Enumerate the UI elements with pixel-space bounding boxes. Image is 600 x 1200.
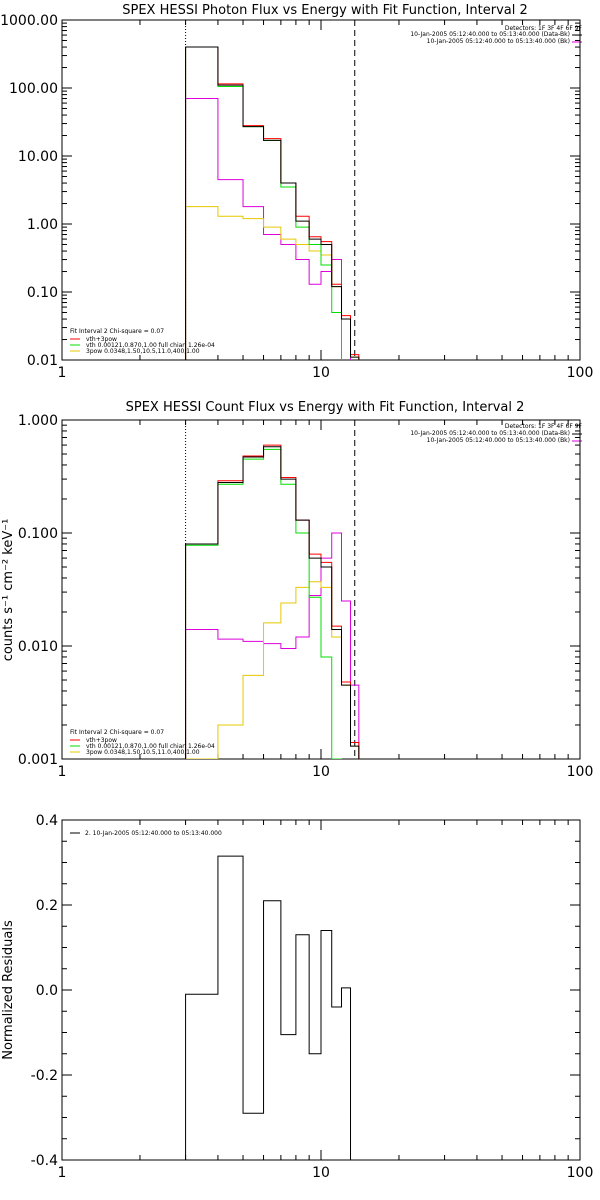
panel1-xtick-label: 1	[58, 365, 67, 381]
panel3-xtick-label: 100	[567, 1165, 594, 1181]
panel3-ytick-label: 0.0	[36, 983, 58, 999]
panel1-frame	[61, 19, 581, 361]
panel2-fit-pow: 3pow 0.0348,1.50,10.5,11.0,400,1.00	[86, 749, 200, 756]
panel2-data-area	[185, 420, 360, 759]
panel2-xtick-label: 100	[567, 764, 594, 780]
panel1-ytick-label: 1.00	[27, 217, 58, 233]
panel2-ytick-label: 0.010	[18, 639, 58, 655]
panel3-ytick-label: 0.4	[36, 813, 58, 829]
panel3-data-area	[185, 855, 352, 1160]
panel3-ytick-label: -0.2	[31, 1068, 58, 1084]
panel2-fit-chisq: Fit Interval 2 Chi-square = 0.07	[70, 729, 164, 736]
panel3-ytick-label: 0.2	[36, 898, 58, 914]
panel1-ytick-label: 0.10	[27, 285, 58, 301]
panel1-fit-vth: vth 0.00121,0.870,1.00 full chian 1.26e-…	[86, 342, 215, 349]
panel1-data-area	[185, 20, 360, 360]
panel1-fit-total: vth+3pow	[86, 336, 117, 343]
panel1-legend-data: 10-Jan-2005 05:12:40.000 to 05:13:40.000…	[410, 31, 570, 38]
panel3-legend: 2. 10-Jan-2005 05:12:40.000 to 05:13:40.…	[85, 830, 222, 837]
panel2-series-total	[185, 444, 360, 759]
panel1-legend-detectors: Detectors: 1F 3F 4F 6F 9F	[505, 25, 583, 32]
panel2-series-bk	[185, 532, 360, 759]
residuals-panel: Normalized Residuals 2. 10-Jan-2005 05:1…	[1, 830, 222, 1060]
panel1-plot: 1 10 100 0.01 0.10 1.00 10.00 100.00 1000.00	[0, 13, 594, 381]
panel3-xtick-label: 10	[312, 1165, 330, 1181]
panel1-xtick-label: 100	[567, 365, 594, 381]
panel2-legend-detectors: Detectors: 1F 3F 4F 6F 9F	[505, 423, 583, 430]
panel3-xtick-label: 1	[58, 1165, 67, 1181]
panel1-ytick-label: 100.00	[9, 81, 58, 97]
panel2-fit-info: Fit Interval 2 Chi-square = 0.07 vth+3po…	[70, 729, 215, 756]
panel1-series-3pow	[185, 206, 360, 360]
panel1-legend: Detectors: 1F 3F 4F 6F 9F 10-Jan-2005 05…	[410, 25, 582, 45]
panel2-ylabel: counts s⁻¹ cm⁻² keV⁻¹	[1, 519, 16, 662]
panel3-ytick-label: -0.4	[31, 1153, 58, 1169]
panel3-plot: 1 10 100 -0.4 -0.2 0.0 0.2 0.4	[31, 813, 594, 1181]
panel2-xtick-label: 1	[58, 764, 67, 780]
panel1-ytick-label: 10.00	[18, 149, 58, 165]
panel1-fit-pow: 3pow 0.0348,1.50,10.5,11.0,400,1.00	[86, 348, 200, 355]
panel1-series-total	[185, 46, 360, 360]
panel1-legend-bk: 10-Jan-2005 05:12:40.000 to 05:13:40.000…	[427, 38, 570, 45]
panel2-fit-total: vth+3pow	[86, 737, 117, 744]
count-flux-panel: SPEX HESSI Count Flux vs Energy with Fit…	[1, 400, 583, 756]
panel3-residual-series	[185, 855, 352, 1160]
panel2-fit-vth: vth 0.00121,0.870,1.00 full chian 1.26e-…	[86, 743, 215, 750]
panel2-series-vth	[185, 448, 343, 759]
panel2-series-3pow	[185, 581, 360, 759]
panel2-legend: Detectors: 1F 3F 4F 6F 9F 10-Jan-2005 05…	[410, 423, 582, 444]
panel2-ytick-label: 1.000	[18, 413, 58, 429]
panel1-series-data	[185, 46, 360, 360]
panel1-series-bk	[185, 98, 352, 360]
panel1-ytick-label: 0.01	[27, 353, 58, 369]
panel1-xtick-label: 10	[312, 365, 330, 381]
panel2-plot: 1 10 100 0.001 0.010 0.100 1.000	[18, 413, 594, 780]
panel2-ytick-label: 0.100	[18, 526, 58, 542]
panel1-series-vth	[185, 46, 343, 360]
panel2-xtick-label: 10	[312, 764, 330, 780]
panel2-legend-bk: 10-Jan-2005 05:12:40.000 to 05:13:40.000…	[427, 437, 570, 444]
photon-flux-panel: SPEX HESSI Photon Flux vs Energy with Fi…	[70, 3, 583, 355]
panel2-ytick-label: 0.001	[18, 752, 58, 768]
panel1-ytick-label: 1000.00	[0, 13, 58, 29]
panel1-title: SPEX HESSI Photon Flux vs Energy with Fi…	[122, 3, 528, 18]
panel1-fit-info: Fit Interval 2 Chi-square = 0.07 vth+3po…	[70, 328, 215, 355]
panel1-fit-chisq: Fit Interval 2 Chi-square = 0.07	[70, 328, 164, 335]
panel3-ylabel: Normalized Residuals	[1, 920, 16, 1060]
panel2-title: SPEX HESSI Count Flux vs Energy with Fit…	[126, 400, 525, 415]
panel2-series-data	[185, 446, 360, 759]
panel2-legend-data: 10-Jan-2005 05:12:40.000 to 05:13:40.000…	[410, 430, 570, 437]
